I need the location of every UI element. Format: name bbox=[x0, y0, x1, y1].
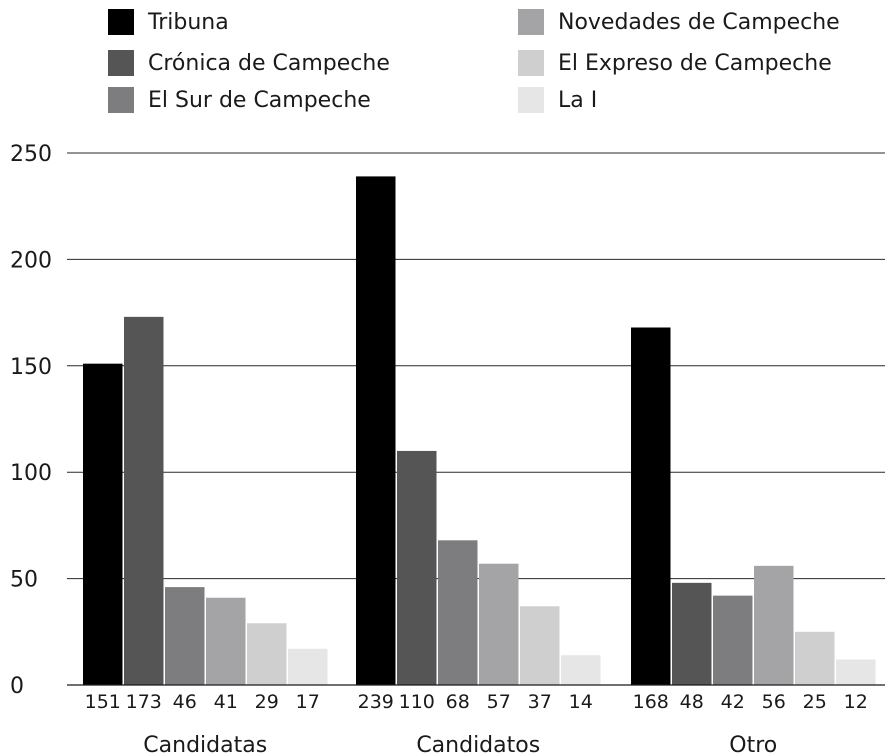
data-label-otro-3: 56 bbox=[762, 691, 786, 713]
legend-item-la-i: La I bbox=[518, 85, 597, 115]
bar-candidatas-3 bbox=[206, 597, 246, 685]
legend-swatch-sur bbox=[108, 87, 134, 113]
bar-candidatas-1 bbox=[124, 316, 164, 685]
data-label-candidatos-4: 37 bbox=[528, 691, 552, 713]
legend-swatch-novedades bbox=[518, 9, 544, 35]
legend-swatch-la-i bbox=[518, 87, 544, 113]
y-tick-label-50: 50 bbox=[10, 568, 38, 593]
y-tick-label-200: 200 bbox=[10, 248, 52, 273]
data-label-otro-2: 42 bbox=[721, 691, 745, 713]
y-tick-label-150: 150 bbox=[10, 355, 52, 380]
data-label-otro-4: 25 bbox=[803, 691, 827, 713]
data-label-candidatos-3: 57 bbox=[487, 691, 511, 713]
category-label-otro: Otro bbox=[729, 733, 777, 756]
data-label-candidatos-2: 68 bbox=[446, 691, 470, 713]
legend-label-expreso: El Expreso de Campeche bbox=[558, 50, 832, 76]
legend-item-tribuna: Tribuna bbox=[108, 7, 229, 37]
bar-otro-0 bbox=[631, 327, 671, 685]
data-label-candidatas-4: 29 bbox=[255, 691, 279, 713]
bar-candidatas-2 bbox=[165, 587, 205, 685]
bar-otro-2 bbox=[713, 595, 753, 685]
legend-item-cronica: Crónica de Campeche bbox=[108, 48, 390, 78]
bar-candidatos-4 bbox=[520, 606, 560, 685]
legend-item-novedades: Novedades de Campeche bbox=[518, 7, 840, 37]
bar-candidatas-5 bbox=[288, 648, 328, 685]
legend-label-cronica: Crónica de Campeche bbox=[148, 50, 390, 76]
data-label-candidatos-0: 239 bbox=[358, 691, 394, 713]
legend-swatch-tribuna bbox=[108, 9, 134, 35]
legend-label-sur: El Sur de Campeche bbox=[148, 87, 371, 113]
legend-item-sur: El Sur de Campeche bbox=[108, 85, 371, 115]
legend: Tribuna Crónica de Campeche El Sur de Ca… bbox=[0, 0, 885, 120]
data-label-candidatas-5: 17 bbox=[296, 691, 320, 713]
data-label-candidatas-2: 46 bbox=[173, 691, 197, 713]
bar-candidatos-0 bbox=[356, 176, 396, 685]
data-label-candidatas-0: 151 bbox=[85, 691, 121, 713]
data-label-candidatos-1: 110 bbox=[399, 691, 435, 713]
legend-label-la-i: La I bbox=[558, 87, 598, 113]
data-label-otro-0: 168 bbox=[633, 691, 669, 713]
category-label-candidatos: Candidatos bbox=[416, 733, 540, 756]
legend-item-expreso: El Expreso de Campeche bbox=[518, 48, 832, 78]
legend-swatch-cronica bbox=[108, 50, 134, 76]
bar-candidatos-2 bbox=[438, 540, 478, 685]
data-label-otro-5: 12 bbox=[844, 691, 868, 713]
bar-candidatos-1 bbox=[397, 450, 437, 685]
legend-label-tribuna: Tribuna bbox=[148, 9, 229, 35]
legend-label-novedades: Novedades de Campeche bbox=[558, 9, 840, 35]
y-tick-label-250: 250 bbox=[10, 142, 52, 167]
bar-otro-5 bbox=[836, 659, 876, 685]
bar-otro-1 bbox=[672, 582, 712, 685]
bar-candidatas-4 bbox=[247, 623, 287, 685]
y-tick-label-0: 0 bbox=[10, 674, 24, 699]
data-label-candidatos-5: 14 bbox=[569, 691, 593, 713]
data-label-candidatas-3: 41 bbox=[214, 691, 238, 713]
bar-candidatas-0 bbox=[83, 363, 123, 685]
category-label-candidatas: Candidatas bbox=[143, 733, 267, 756]
bar-candidatos-5 bbox=[561, 655, 601, 685]
bar-otro-3 bbox=[754, 565, 794, 685]
legend-swatch-expreso bbox=[518, 50, 544, 76]
data-label-candidatas-1: 173 bbox=[126, 691, 162, 713]
bar-candidatos-3 bbox=[479, 563, 519, 685]
data-label-otro-1: 48 bbox=[680, 691, 704, 713]
bar-otro-4 bbox=[795, 631, 835, 685]
y-tick-label-100: 100 bbox=[10, 461, 52, 486]
